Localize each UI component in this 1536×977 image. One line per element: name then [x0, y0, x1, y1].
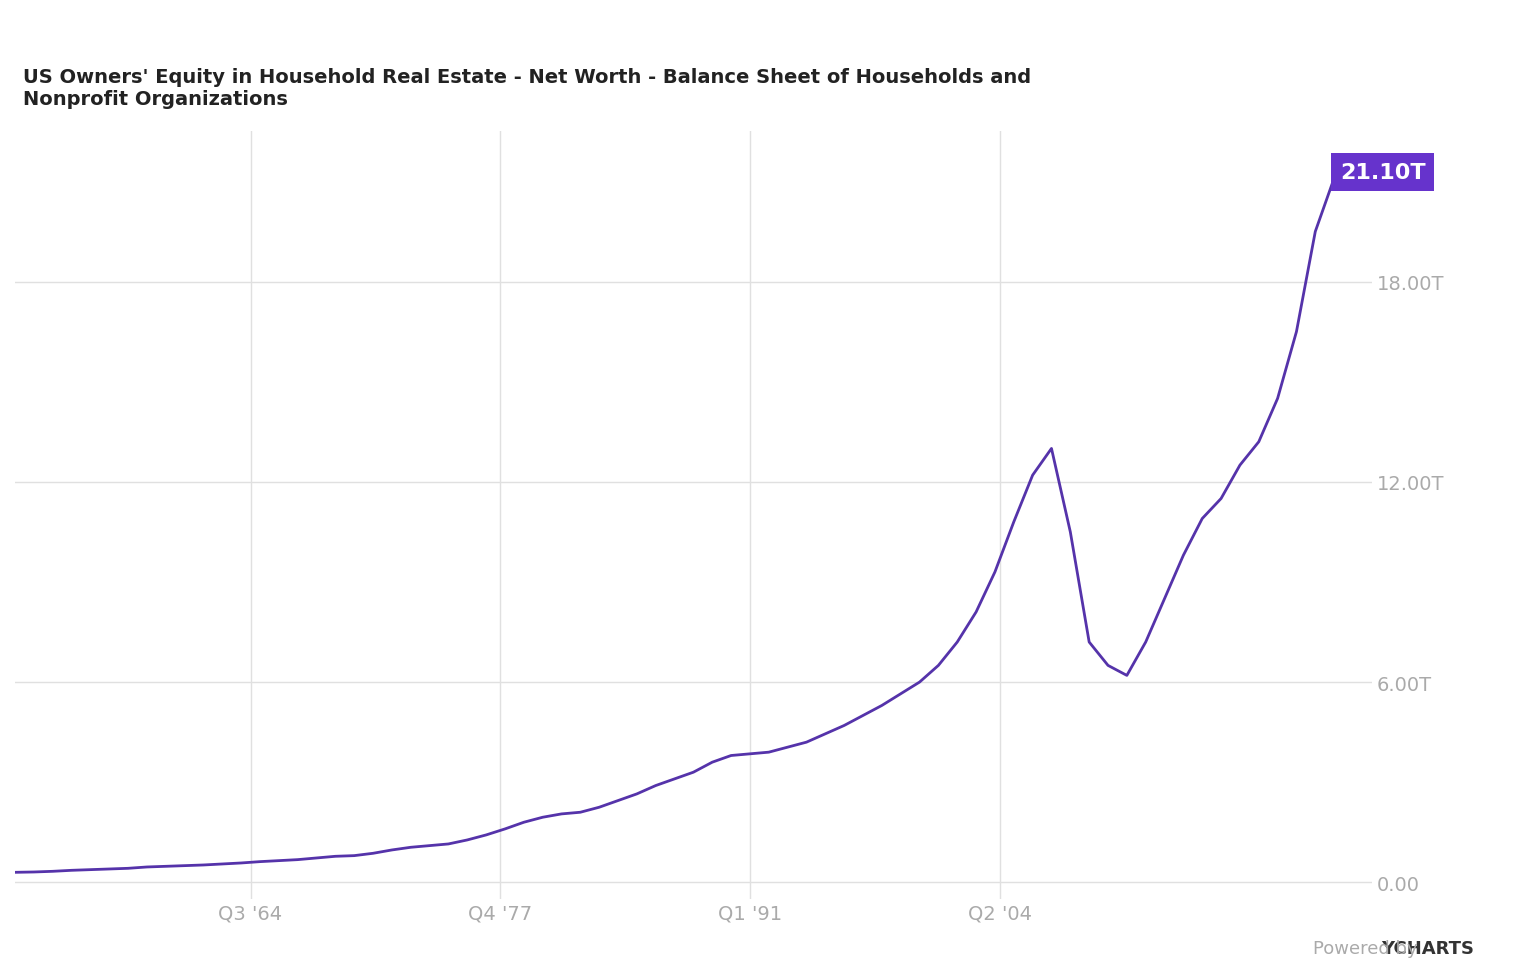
Text: YCHARTS: YCHARTS: [1381, 940, 1475, 957]
Text: 21.10T: 21.10T: [1339, 163, 1425, 183]
Text: US Owners' Equity in Household Real Estate - Net Worth - Balance Sheet of Househ: US Owners' Equity in Household Real Esta…: [23, 68, 1031, 109]
Text: Powered by: Powered by: [1313, 940, 1424, 957]
